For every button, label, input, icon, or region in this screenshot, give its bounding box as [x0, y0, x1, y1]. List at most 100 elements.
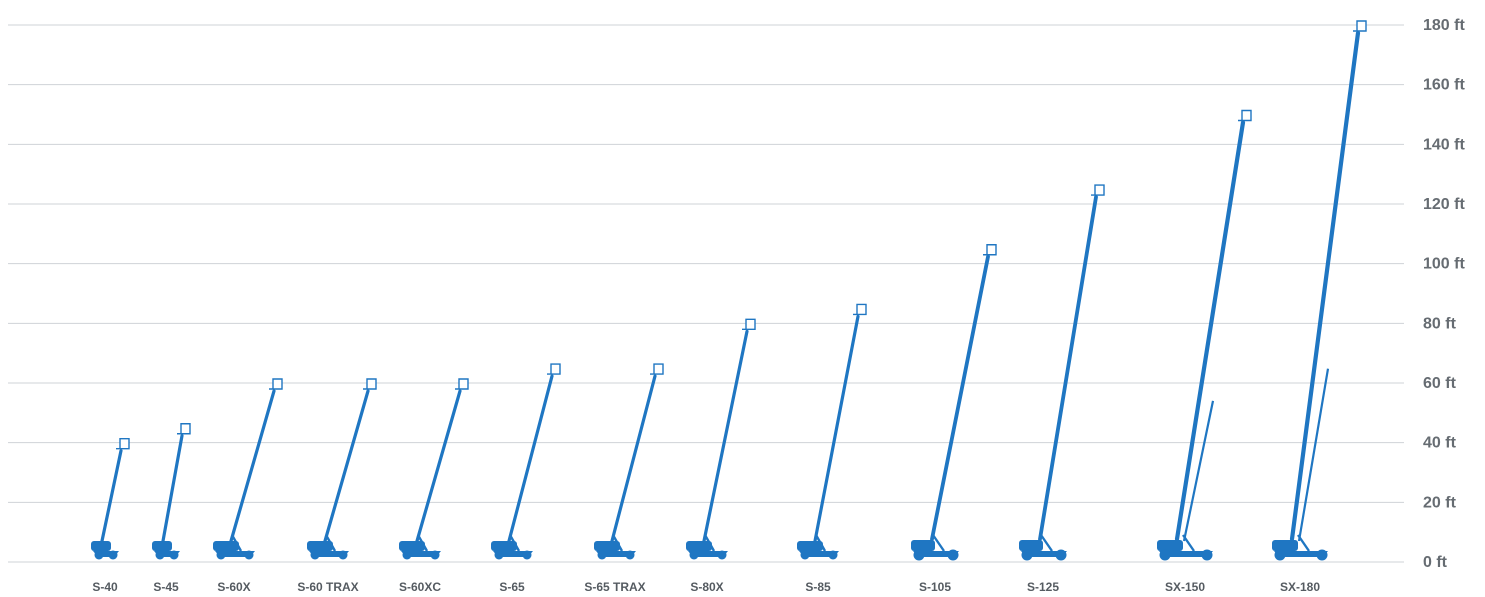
lift-s-65	[491, 363, 561, 560]
chassis-sx-150	[1159, 551, 1213, 557]
lift-s-80x	[686, 318, 756, 560]
boom-support-s-125	[1040, 534, 1053, 552]
boom-s-125	[1038, 195, 1098, 541]
lift-s-125	[1019, 184, 1105, 561]
boom-s-105	[930, 254, 990, 541]
body-s-45	[152, 541, 172, 551]
platform-s-125	[1091, 184, 1105, 196]
y-tick-label: 60 ft	[1423, 375, 1457, 392]
rear-wheel-s-65-trax	[597, 550, 607, 560]
x-tick-label-s-40: S-40	[92, 580, 118, 594]
x-tick-label-s-125: S-125	[1027, 580, 1059, 594]
rear-wheel-sx-150	[1159, 549, 1171, 561]
boom-extension-sx-150	[1182, 400, 1215, 542]
front-wheel-s-60-trax	[338, 550, 348, 560]
lift-s-105	[911, 244, 997, 561]
boom-extension-sx-180	[1297, 368, 1330, 542]
body-s-65	[491, 541, 517, 551]
platform-sx-150	[1238, 109, 1252, 122]
lift-s-65-trax	[594, 363, 664, 560]
chassis-s-105	[913, 551, 959, 557]
boom-s-60x	[229, 389, 276, 543]
boom-s-65	[507, 374, 554, 543]
y-tick-label: 140 ft	[1423, 136, 1465, 153]
boom-s-45	[161, 434, 184, 543]
boom-s-60xc	[415, 389, 462, 543]
y-tick-label: 40 ft	[1423, 435, 1457, 452]
platform-s-60-trax	[363, 378, 377, 390]
chassis-s-125	[1021, 551, 1067, 557]
x-tick-label-s-105: S-105	[919, 580, 951, 594]
lift-s-60xc	[399, 378, 469, 560]
rear-wheel-s-45	[155, 550, 165, 560]
platform-s-60xc	[455, 378, 469, 390]
platform-sx-180	[1353, 20, 1367, 32]
rear-wheel-s-125	[1021, 549, 1033, 561]
rear-wheel-s-60xc	[402, 550, 412, 560]
boom-s-80x	[702, 329, 749, 543]
boom-s-85	[813, 314, 860, 543]
y-tick-label: 20 ft	[1423, 494, 1457, 511]
lift-sx-150	[1157, 109, 1252, 561]
body-s-40	[91, 541, 111, 551]
y-tick-label: 0 ft	[1423, 554, 1448, 571]
x-tick-label-s-60-trax: S-60 TRAX	[297, 580, 358, 594]
platform-s-65-trax	[650, 363, 664, 375]
x-tick-label-sx-180: SX-180	[1280, 580, 1320, 594]
y-tick-label: 160 ft	[1423, 77, 1465, 94]
body-s-85	[797, 541, 823, 551]
front-wheel-s-80x	[717, 550, 727, 560]
platform-s-45	[177, 423, 191, 435]
lift-sx-180	[1272, 20, 1367, 561]
body-s-60xc	[399, 541, 425, 551]
front-wheel-s-105	[947, 549, 959, 561]
platform-s-105	[983, 244, 997, 256]
mark-layer	[91, 20, 1367, 561]
rear-wheel-s-65	[494, 550, 504, 560]
front-wheel-sx-150	[1201, 549, 1213, 561]
platform-s-80x	[742, 318, 756, 331]
y-tick-label: 120 ft	[1423, 196, 1465, 213]
boom-s-65-trax	[610, 374, 657, 543]
body-s-60x	[213, 541, 239, 551]
y-tick-label: 80 ft	[1423, 315, 1457, 332]
front-wheel-s-85	[828, 550, 838, 560]
boom-s-60-trax	[323, 389, 370, 543]
x-tick-label-sx-150: SX-150	[1165, 580, 1205, 594]
boom-sx-180	[1289, 30, 1361, 542]
rear-wheel-s-85	[800, 550, 810, 560]
platform-s-85	[853, 303, 867, 316]
front-wheel-s-40	[108, 550, 118, 560]
front-wheel-s-60x	[244, 550, 254, 560]
boom-sx-150	[1174, 120, 1246, 542]
boom-support-s-105	[932, 534, 945, 552]
front-wheel-s-125	[1055, 549, 1067, 561]
x-tick-label-s-45: S-45	[153, 580, 179, 594]
body-s-125	[1019, 540, 1043, 551]
platform-s-40	[116, 437, 130, 450]
x-tick-label-s-80x: S-80X	[690, 580, 723, 594]
x-tick-label-s-85: S-85	[805, 580, 831, 594]
grid-layer	[8, 24, 1404, 563]
y-tick-label: 100 ft	[1423, 256, 1465, 273]
platform-s-65	[547, 363, 561, 375]
body-s-60-trax	[307, 541, 333, 551]
x-tick-label-s-60xc: S-60XC	[399, 580, 441, 594]
rear-wheel-s-60x	[216, 550, 226, 560]
rear-wheel-sx-180	[1274, 549, 1286, 561]
front-wheel-s-45	[169, 550, 179, 560]
front-wheel-s-65	[522, 550, 532, 560]
body-sx-180	[1272, 540, 1298, 551]
lift-s-60x	[213, 378, 283, 560]
front-wheel-s-65-trax	[625, 550, 635, 560]
x-label-layer: S-40 S-45 S-60X S-60 TRAX S-60XC S-65 S-65 TRA…	[92, 580, 1320, 594]
x-tick-label-s-65-trax: S-65 TRAX	[584, 580, 645, 594]
rear-wheel-s-80x	[689, 550, 699, 560]
y-tick-label: 180 ft	[1423, 17, 1465, 34]
lift-s-45	[152, 423, 191, 560]
x-tick-label-s-60x: S-60X	[217, 580, 250, 594]
front-wheel-s-60xc	[430, 550, 440, 560]
rear-wheel-s-40	[94, 550, 104, 560]
